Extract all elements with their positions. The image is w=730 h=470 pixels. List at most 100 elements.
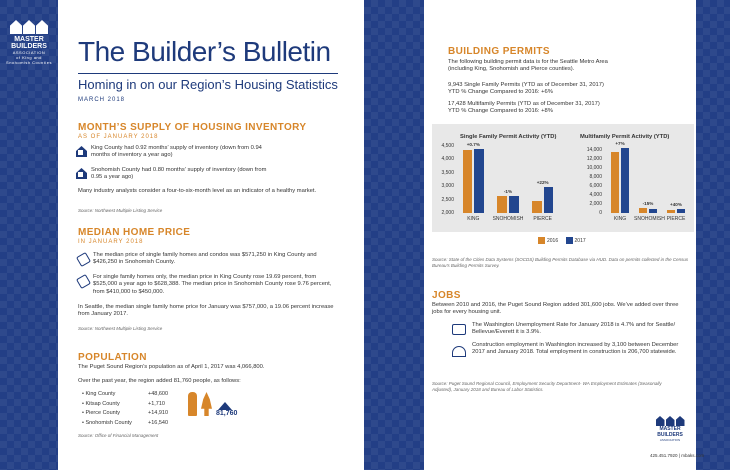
middle-pattern-band xyxy=(364,0,424,470)
permits-source: Source: State of the Cities Data Systems… xyxy=(432,257,689,268)
supply-note: Many industry analysts consider a four-t… xyxy=(78,188,317,194)
permits-mf-change: YTD % Change Compared to 2016: +8% xyxy=(448,108,553,114)
y-tick-label: 4,000 xyxy=(441,156,454,163)
left-panel xyxy=(58,0,364,470)
supply-heading: MONTH’S SUPPLY OF HOUSING INVENTORY xyxy=(78,122,307,133)
median-heading: MEDIAN HOME PRICE xyxy=(78,227,191,238)
jobs-p2: The Washington Unemployment Rate for Jan… xyxy=(472,322,676,336)
chart-bar xyxy=(639,207,647,213)
hardhat-icon xyxy=(452,346,466,357)
y-tick-label: 14,000 xyxy=(586,147,602,154)
title-rule xyxy=(78,73,338,74)
chart-bar xyxy=(611,151,619,213)
chart-bar xyxy=(621,147,629,213)
y-tick-label: 6,000 xyxy=(589,183,602,190)
chart-bar xyxy=(497,195,507,213)
median-p3: In Seattle, the median single family hom… xyxy=(78,304,334,318)
population-county: • King County xyxy=(82,391,116,397)
chart-title: Single Family Permit Activity (YTD) xyxy=(460,134,557,140)
category-label: KING xyxy=(467,216,480,222)
category-label: PIERCE xyxy=(533,216,552,222)
jobs-source: Source: Puget Sound Regional Council, Em… xyxy=(432,381,662,392)
population-county: • Pierce County xyxy=(82,410,120,416)
right-panel xyxy=(424,0,696,470)
legend-swatch-2016 xyxy=(538,237,545,244)
legend-2016: 2016 xyxy=(547,237,559,244)
issue-date: MARCH 2018 xyxy=(78,97,126,103)
y-tick-label: 4,500 xyxy=(441,143,454,149)
jobs-p1: Between 2010 and 2016, the Puget Sound R… xyxy=(432,302,679,316)
logo-line1: MASTER BUILDERS xyxy=(11,36,47,50)
right-pattern-band xyxy=(696,0,730,470)
page-subtitle: Homing in on our Region’s Housing Statis… xyxy=(78,77,338,92)
chart-title: Multifamily Permit Activity (YTD) xyxy=(580,134,670,140)
population-p2: Over the past year, the region added 81,… xyxy=(78,378,241,384)
y-tick-label: 3,000 xyxy=(441,183,454,190)
y-tick-label: 4,000 xyxy=(589,192,602,199)
supply-subheading: AS OF JANUARY 2018 xyxy=(78,134,159,140)
permits-sf-change: YTD % Change Compared to 2016: +6% xyxy=(448,89,553,95)
category-label: PIERCE xyxy=(666,216,686,222)
percent-change-label: +40% xyxy=(670,202,682,208)
mba-logo: MASTER BUILDERS ASSOCIATION of King and … xyxy=(4,20,54,65)
category-label: SNOHOMISH xyxy=(492,216,524,222)
median-p1: The median price of single family homes … xyxy=(93,252,317,266)
person-male-icon xyxy=(188,392,197,416)
footer-logo-line1: MASTER BUILDERS xyxy=(657,426,683,438)
y-tick-label: 2,000 xyxy=(441,210,454,216)
permits-mf-line: 17,428 Multifamily Permits (YTD as of De… xyxy=(448,101,600,107)
footer-logo-line2: ASSOCIATION xyxy=(659,438,681,442)
percent-change-label: +0.7% xyxy=(466,142,480,148)
footer-contact: 425.451.7920 | mbaks.com xyxy=(650,453,705,458)
chart-bar xyxy=(667,210,675,213)
permits-sf-line: 9,943 Single Family Permits (YTD as of D… xyxy=(448,82,604,88)
chart-bar xyxy=(531,200,542,213)
population-p1: The Puget Sound Region’s population as o… xyxy=(78,364,265,370)
y-tick-label: 12,000 xyxy=(586,156,602,163)
population-source: Source: Office of Financial Management xyxy=(78,433,159,438)
y-tick-label: 3,500 xyxy=(441,169,454,176)
house-icon xyxy=(76,168,87,179)
briefcase-icon xyxy=(452,324,466,335)
chart-bar xyxy=(509,196,519,213)
supply-king-text: King County had 0.92 months’ supply of i… xyxy=(91,145,262,159)
category-label: SNOHOMISH xyxy=(634,216,665,222)
person-female-icon xyxy=(201,392,212,416)
chart-bar xyxy=(649,208,657,213)
category-label: KING xyxy=(613,216,627,222)
y-tick-label: 2,500 xyxy=(441,196,454,203)
y-tick-label: 2,000 xyxy=(589,201,602,208)
house-icon xyxy=(76,146,87,157)
median-subheading: IN JANUARY 2018 xyxy=(78,239,144,245)
percent-change-label: +22% xyxy=(536,179,549,185)
logo-line2: ASSOCIATION xyxy=(12,50,46,55)
chart-bar xyxy=(462,150,473,213)
chart-bar xyxy=(474,149,485,213)
population-change: +48,600 xyxy=(148,391,169,397)
population-county: • Kitsap County xyxy=(82,400,120,407)
footer-logo: MASTER BUILDERS ASSOCIATION xyxy=(648,416,692,442)
median-source: Source: Northwest Multiple Listing Servi… xyxy=(78,326,163,331)
y-tick-label: 8,000 xyxy=(589,174,602,181)
page-title: The Builder’s Bulletin xyxy=(78,36,331,67)
population-change: +14,910 xyxy=(148,410,169,416)
y-tick-label: 0 xyxy=(599,210,602,216)
median-p2: For single family homes only, the median… xyxy=(93,274,332,295)
supply-snohomish-text: Snohomish County had 0.80 months’ supply… xyxy=(91,167,267,181)
population-change: +16,540 xyxy=(148,419,169,426)
permits-intro: The following building permit data is fo… xyxy=(448,59,608,73)
chart-bar xyxy=(543,186,554,213)
population-heading: POPULATION xyxy=(78,352,147,363)
population-total: 81,760 xyxy=(216,410,238,417)
legend-swatch-2017 xyxy=(565,237,573,244)
legend-2017: 2017 xyxy=(574,237,586,244)
population-county: • Snohomish County xyxy=(82,419,132,426)
logo-line3: of King and Snohomish Counties xyxy=(6,55,52,65)
percent-change-label: +7% xyxy=(615,140,625,146)
permits-heading: BUILDING PERMITS xyxy=(448,46,550,57)
percent-change-label: -1% xyxy=(503,188,513,194)
jobs-p3: Construction employment in Washington in… xyxy=(472,342,679,356)
chart-legend: 2016 2017 xyxy=(532,237,586,244)
chart-bar xyxy=(677,209,685,213)
left-pattern-band xyxy=(0,0,58,470)
